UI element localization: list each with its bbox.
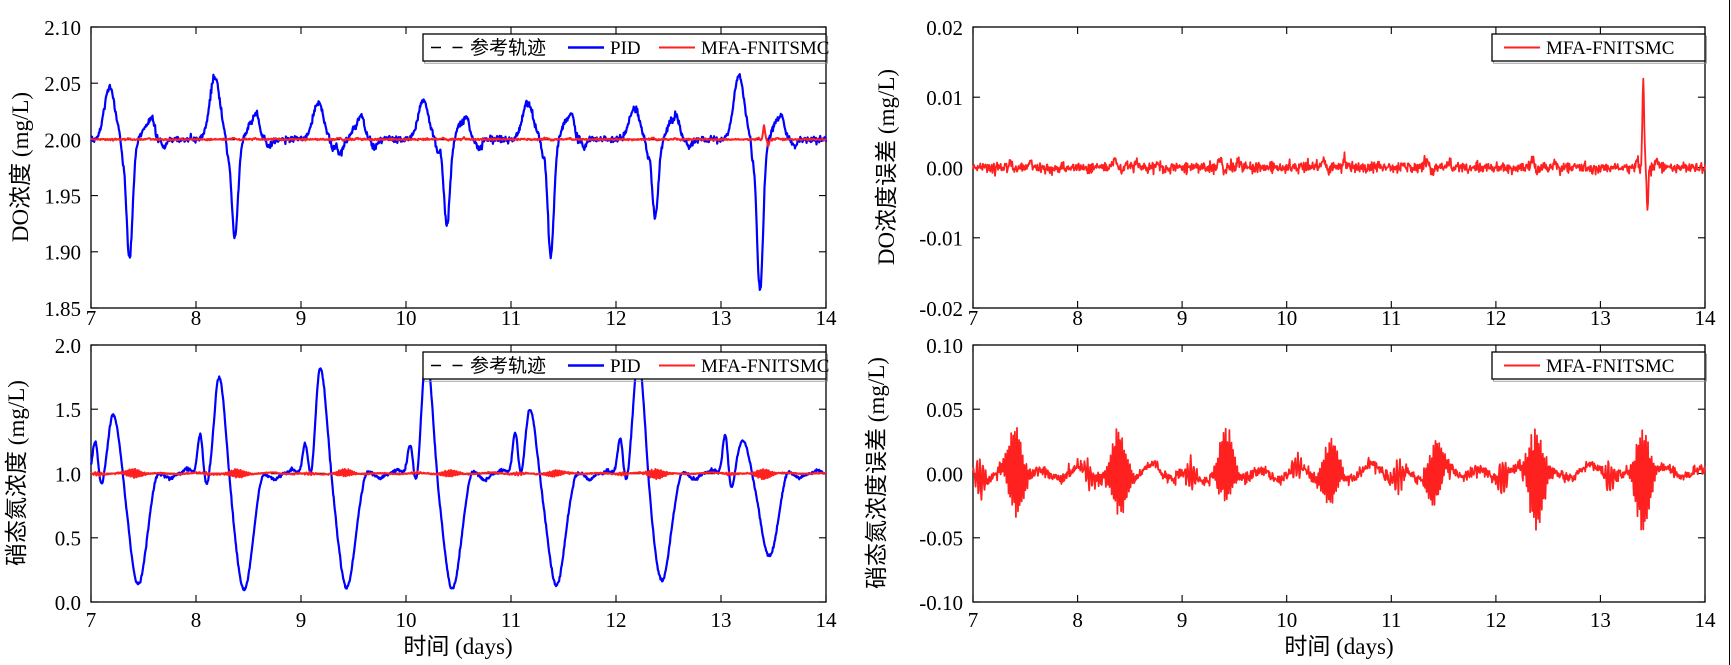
svg-text:1.5: 1.5 bbox=[55, 398, 81, 422]
svg-text:硝态氮浓度误差 (mg/L): 硝态氮浓度误差 (mg/L) bbox=[864, 357, 889, 589]
svg-text:8: 8 bbox=[1072, 306, 1083, 330]
svg-text:13: 13 bbox=[711, 306, 732, 330]
svg-text:2.00: 2.00 bbox=[44, 128, 81, 152]
svg-text:8: 8 bbox=[1072, 608, 1083, 632]
svg-text:7: 7 bbox=[86, 306, 97, 330]
svg-text:2.0: 2.0 bbox=[55, 334, 81, 358]
svg-text:10: 10 bbox=[1276, 608, 1297, 632]
svg-text:7: 7 bbox=[968, 608, 979, 632]
svg-text:0.01: 0.01 bbox=[926, 86, 963, 110]
svg-text:7: 7 bbox=[968, 306, 979, 330]
svg-text:时间 (days): 时间 (days) bbox=[1284, 634, 1393, 659]
svg-text:12: 12 bbox=[606, 306, 627, 330]
svg-text:1.0: 1.0 bbox=[55, 462, 81, 486]
svg-text:MFA-FNITSMC: MFA-FNITSMC bbox=[701, 38, 829, 59]
svg-text:0.0: 0.0 bbox=[55, 591, 81, 615]
svg-text:DO浓度误差 (mg/L): DO浓度误差 (mg/L) bbox=[874, 69, 899, 265]
svg-text:-0.05: -0.05 bbox=[919, 527, 963, 551]
svg-text:MFA-FNITSMC: MFA-FNITSMC bbox=[1546, 38, 1674, 59]
svg-text:0.02: 0.02 bbox=[926, 16, 963, 40]
svg-text:9: 9 bbox=[1177, 306, 1188, 330]
svg-text:14: 14 bbox=[816, 306, 838, 330]
svg-text:硝态氮浓度 (mg/L): 硝态氮浓度 (mg/L) bbox=[4, 380, 29, 566]
svg-text:0.10: 0.10 bbox=[926, 334, 963, 358]
svg-text:14: 14 bbox=[1695, 306, 1717, 330]
svg-text:PID: PID bbox=[610, 38, 641, 59]
svg-text:参考轨迹: 参考轨迹 bbox=[470, 355, 546, 377]
svg-text:10: 10 bbox=[396, 306, 417, 330]
svg-text:1.85: 1.85 bbox=[44, 297, 81, 321]
svg-text:-0.02: -0.02 bbox=[919, 297, 963, 321]
svg-text:10: 10 bbox=[396, 608, 417, 632]
svg-text:-0.01: -0.01 bbox=[919, 227, 963, 251]
svg-text:12: 12 bbox=[606, 608, 627, 632]
svg-text:10: 10 bbox=[1276, 306, 1297, 330]
svg-text:0.00: 0.00 bbox=[926, 462, 963, 486]
svg-text:2.10: 2.10 bbox=[44, 16, 81, 40]
svg-text:2.05: 2.05 bbox=[44, 72, 81, 96]
svg-text:14: 14 bbox=[816, 608, 838, 632]
svg-text:11: 11 bbox=[501, 306, 521, 330]
svg-text:13: 13 bbox=[711, 608, 732, 632]
svg-text:13: 13 bbox=[1590, 608, 1611, 632]
svg-text:0.05: 0.05 bbox=[926, 398, 963, 422]
svg-text:1.90: 1.90 bbox=[44, 241, 81, 265]
svg-text:12: 12 bbox=[1485, 608, 1506, 632]
svg-text:0.00: 0.00 bbox=[926, 156, 963, 180]
svg-text:PID: PID bbox=[610, 356, 641, 377]
svg-text:12: 12 bbox=[1485, 306, 1506, 330]
svg-text:11: 11 bbox=[501, 608, 521, 632]
svg-text:13: 13 bbox=[1590, 306, 1611, 330]
svg-text:11: 11 bbox=[1381, 608, 1401, 632]
svg-text:9: 9 bbox=[1177, 608, 1188, 632]
svg-text:8: 8 bbox=[191, 608, 202, 632]
svg-text:-0.10: -0.10 bbox=[919, 591, 963, 615]
svg-text:时间 (days): 时间 (days) bbox=[403, 634, 512, 659]
svg-text:7: 7 bbox=[86, 608, 97, 632]
svg-text:14: 14 bbox=[1695, 608, 1717, 632]
svg-text:DO浓度 (mg/L): DO浓度 (mg/L) bbox=[8, 92, 33, 242]
svg-text:8: 8 bbox=[191, 306, 202, 330]
svg-text:9: 9 bbox=[296, 306, 307, 330]
svg-text:11: 11 bbox=[1381, 306, 1401, 330]
svg-text:参考轨迹: 参考轨迹 bbox=[470, 37, 546, 59]
svg-text:0.5: 0.5 bbox=[55, 527, 81, 551]
svg-text:9: 9 bbox=[296, 608, 307, 632]
svg-text:MFA-FNITSMC: MFA-FNITSMC bbox=[1546, 356, 1674, 377]
svg-text:MFA-FNITSMC: MFA-FNITSMC bbox=[701, 356, 829, 377]
svg-text:1.95: 1.95 bbox=[44, 185, 81, 209]
